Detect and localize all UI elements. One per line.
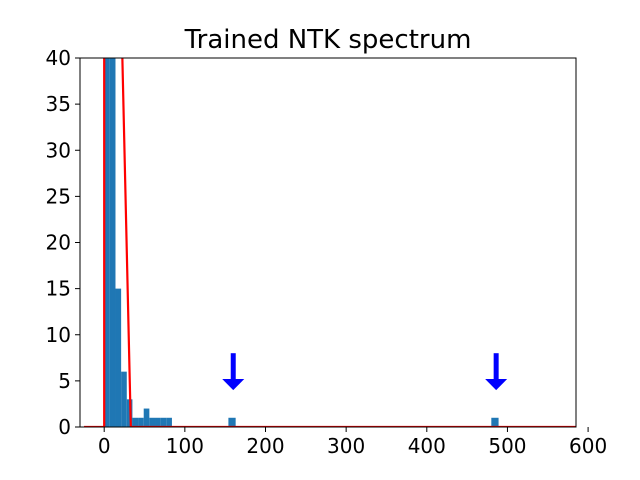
histogram-bar: [491, 417, 499, 427]
histogram-bar: [228, 417, 236, 427]
x-tick-label: 500: [488, 434, 526, 458]
y-tick-label: 5: [58, 369, 71, 393]
histogram-bar: [160, 417, 167, 427]
histogram-bar: [143, 408, 150, 427]
x-tick-label: 600: [569, 434, 607, 458]
histogram-bar: [149, 417, 156, 427]
x-tick-label: 300: [327, 434, 365, 458]
histogram-bar: [104, 58, 110, 427]
down-arrow-icon: [485, 353, 508, 391]
histogram-bar: [121, 371, 127, 427]
axes-frame: [79, 57, 577, 428]
histogram-bar: [155, 417, 161, 427]
y-tick-label: 35: [46, 92, 71, 116]
y-tick-label: 10: [46, 323, 71, 347]
histogram-bars: [104, 58, 499, 427]
histogram-bar: [138, 417, 144, 427]
y-tick-label: 40: [46, 46, 71, 70]
y-tick-label: 20: [46, 231, 71, 255]
chart-title: Trained NTK spectrum: [184, 25, 472, 55]
y-tick-label: 15: [46, 277, 71, 301]
x-tick-label: 400: [408, 434, 446, 458]
density-line-layer: [84, 58, 576, 427]
x-tick-label: 100: [166, 434, 204, 458]
histogram-bar: [132, 417, 139, 427]
y-tick-label: 30: [46, 138, 71, 162]
y-axis: 0 5 10 15 20 25 30 35 40: [46, 46, 80, 439]
x-tick-label: 200: [246, 434, 284, 458]
x-tick-label: 0: [98, 434, 111, 458]
fit-line: [84, 58, 576, 427]
y-tick-label: 25: [46, 184, 71, 208]
histogram-bar: [109, 58, 116, 427]
histogram-bar: [166, 417, 172, 427]
y-tick-label: 0: [58, 415, 71, 439]
histogram-bar: [115, 288, 122, 427]
down-arrow-icon: [222, 353, 245, 391]
annotation-arrows: [222, 353, 508, 391]
x-axis: 0 100 200 300 400 500 600: [98, 427, 607, 458]
